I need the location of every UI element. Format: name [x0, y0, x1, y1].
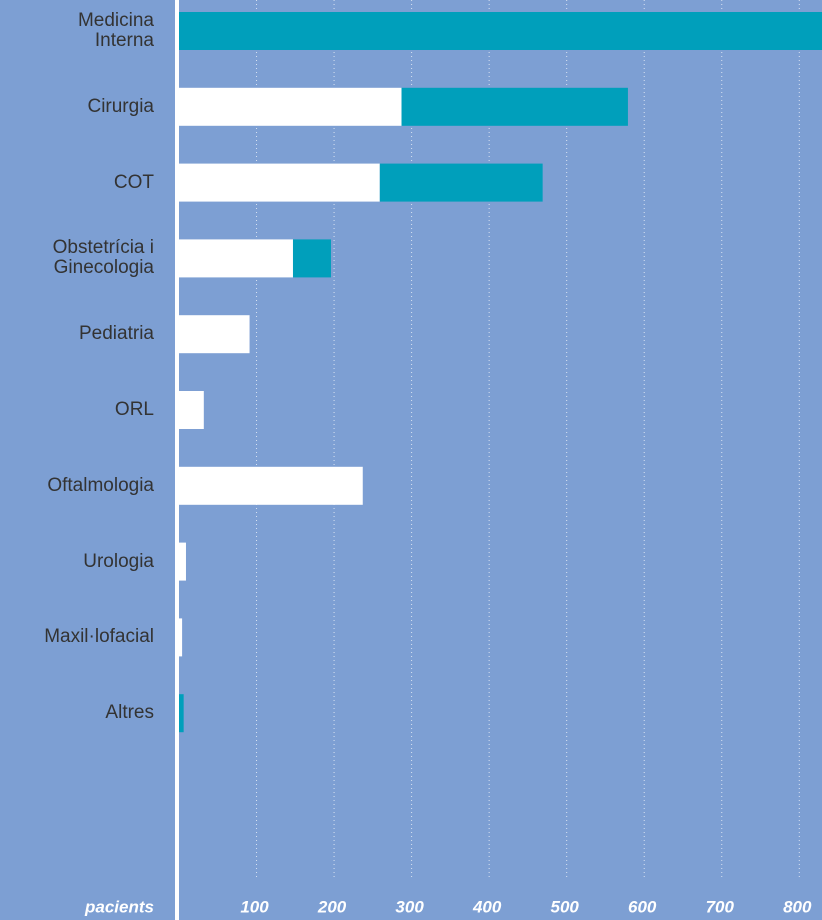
- bar-segment: [179, 694, 184, 733]
- category-label: Altres: [105, 702, 154, 724]
- x-tick-label: 500: [550, 897, 579, 916]
- bars: [179, 12, 822, 733]
- bar-segment: [179, 315, 250, 354]
- category-label: ORL: [114, 399, 154, 420]
- x-axis-label: pacients: [84, 897, 154, 916]
- bar-segment: [179, 163, 380, 202]
- x-tick-label: 300: [395, 897, 424, 916]
- bar-segment: [179, 12, 822, 50]
- x-tick-label: 400: [472, 897, 502, 916]
- category-label: Urologia: [83, 550, 154, 572]
- bar-segment: [179, 391, 204, 429]
- bar-segment: [179, 542, 186, 581]
- bar-segment: [401, 87, 628, 126]
- x-tick-label: 600: [628, 897, 657, 916]
- x-tick-label: 200: [317, 897, 347, 916]
- category-label: Cirurgia: [87, 95, 154, 117]
- category-label: Medicina Interna: [77, 10, 154, 51]
- bar-segment: [179, 87, 402, 126]
- category-label: Oftalmologia: [47, 474, 154, 496]
- category-label: Pediatria: [79, 323, 154, 345]
- bar-segment: [379, 163, 543, 202]
- bar-segment: [179, 618, 183, 657]
- category-label: COT: [113, 171, 154, 193]
- bar-segment: [292, 239, 331, 278]
- category-label: Maxil·lofacial: [44, 626, 154, 648]
- bar-segment: [179, 466, 363, 505]
- x-tick-label: 700: [706, 897, 735, 916]
- bar-segment: [179, 239, 293, 278]
- grid: [256, 0, 800, 878]
- x-tick-label: 800: [783, 897, 812, 916]
- x-tick-label: 100: [240, 897, 269, 916]
- category-label: Obstetrícia i Ginecologia: [52, 237, 154, 279]
